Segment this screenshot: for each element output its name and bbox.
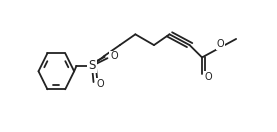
Text: O: O bbox=[110, 51, 118, 61]
Text: S: S bbox=[88, 59, 96, 72]
Text: O: O bbox=[96, 79, 104, 89]
Text: O: O bbox=[205, 72, 212, 82]
Text: O: O bbox=[216, 39, 224, 49]
